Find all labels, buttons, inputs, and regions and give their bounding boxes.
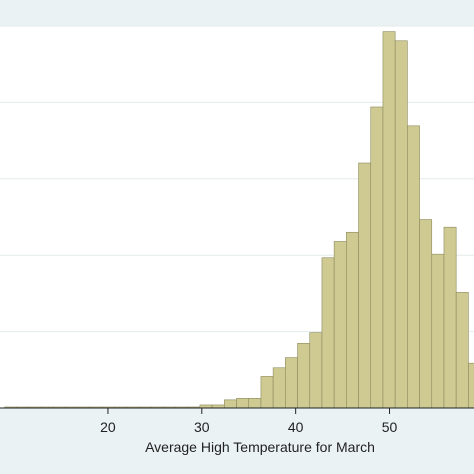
x-axis-ticks: 20 30 40 50 <box>100 408 398 435</box>
histogram-bars <box>4 31 474 409</box>
x-tick-label-40: 40 <box>288 419 304 435</box>
histogram-bar-21 <box>248 398 262 409</box>
histogram-bar-31 <box>370 106 384 409</box>
histogram-bar-30 <box>358 162 372 409</box>
x-tick-label-20: 20 <box>100 419 116 435</box>
histogram-bar-35 <box>419 219 433 409</box>
x-tick-label-30: 30 <box>194 419 210 435</box>
histogram-bar-20 <box>236 398 250 409</box>
histogram-bar-26 <box>309 332 323 409</box>
histogram-bar-37 <box>443 226 457 409</box>
histogram-bar-27 <box>321 257 335 409</box>
histogram-bar-23 <box>272 367 286 409</box>
histogram-bar-32 <box>382 31 396 409</box>
histogram-bar-25 <box>297 343 311 409</box>
histogram-bar-33 <box>394 40 408 409</box>
x-axis-title: Average High Temperature for March <box>145 439 375 455</box>
histogram-bar-39 <box>468 362 474 409</box>
histogram-bar-28 <box>333 241 347 409</box>
histogram-bar-24 <box>285 357 298 409</box>
histogram-bar-36 <box>431 253 445 409</box>
x-tick-label-50: 50 <box>382 419 398 435</box>
histogram-bar-38 <box>455 292 469 409</box>
histogram-bar-34 <box>407 125 420 409</box>
histogram-bar-29 <box>346 231 359 409</box>
histogram-bar-22 <box>260 376 274 409</box>
histogram-bar-19 <box>224 399 237 409</box>
